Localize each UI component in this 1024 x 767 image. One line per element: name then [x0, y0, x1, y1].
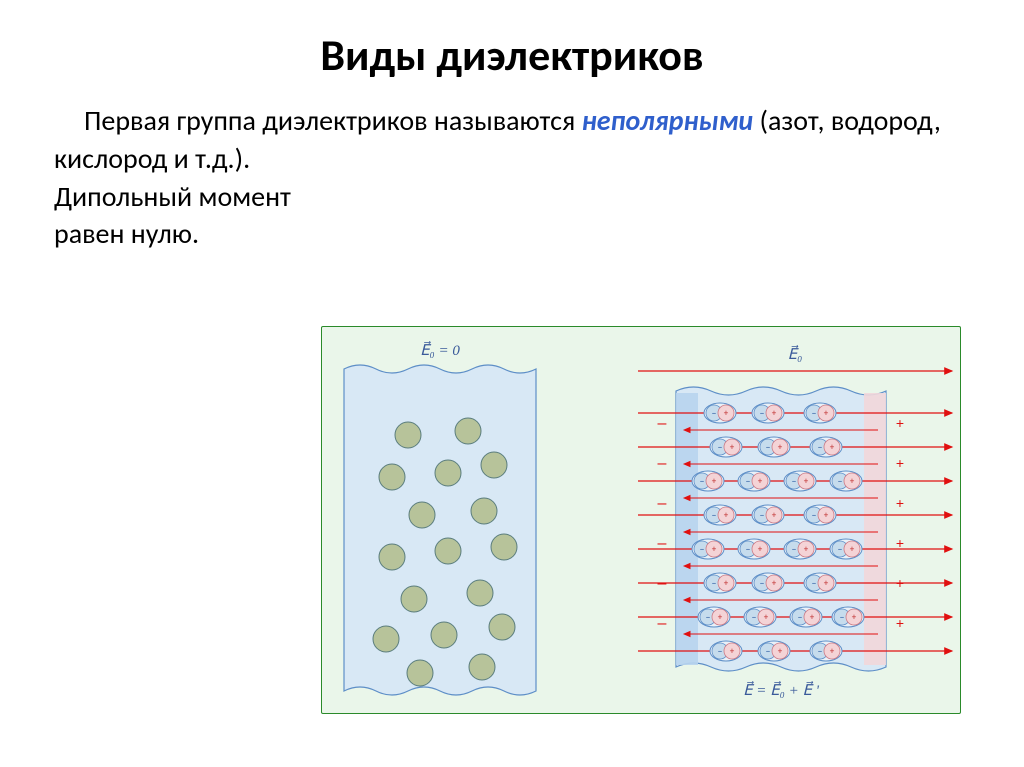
svg-text:–: –: [700, 542, 705, 555]
svg-text:–: –: [840, 610, 845, 623]
svg-text:–: –: [818, 644, 823, 657]
body-paragraph: Первая группа диэлектриков называются не…: [0, 102, 1024, 253]
svg-text:+: +: [850, 544, 855, 555]
svg-text:–: –: [718, 440, 723, 453]
svg-text:–: –: [658, 575, 667, 592]
svg-text:–: –: [766, 440, 771, 453]
svg-text:+: +: [804, 476, 809, 487]
svg-text:–: –: [818, 440, 823, 453]
svg-text:–: –: [838, 542, 843, 555]
svg-text:+: +: [772, 578, 777, 589]
svg-text:–: –: [792, 542, 797, 555]
svg-text:E⃗₀: E⃗₀: [788, 344, 803, 363]
svg-text:+: +: [896, 575, 904, 591]
svg-text:+: +: [896, 615, 904, 631]
svg-text:+: +: [724, 408, 729, 419]
svg-text:+: +: [896, 495, 904, 511]
svg-text:–: –: [746, 474, 751, 487]
svg-text:+: +: [778, 646, 783, 657]
svg-text:–: –: [658, 495, 667, 512]
svg-text:E⃗ = E⃗₀ + E⃗ ': E⃗ = E⃗₀ + E⃗ ': [743, 680, 820, 699]
svg-text:+: +: [758, 544, 763, 555]
svg-text:–: –: [792, 474, 797, 487]
svg-text:+: +: [896, 535, 904, 551]
svg-text:+: +: [730, 442, 735, 453]
svg-text:+: +: [824, 578, 829, 589]
svg-text:+: +: [896, 415, 904, 431]
svg-text:–: –: [712, 576, 717, 589]
svg-text:+: +: [730, 646, 735, 657]
svg-text:–: –: [752, 610, 757, 623]
svg-text:–: –: [712, 406, 717, 419]
svg-text:+: +: [772, 408, 777, 419]
svg-text:–: –: [658, 455, 667, 472]
svg-text:–: –: [746, 542, 751, 555]
svg-text:+: +: [712, 476, 717, 487]
svg-text:+: +: [824, 510, 829, 521]
svg-text:–: –: [658, 415, 667, 432]
svg-text:+: +: [830, 646, 835, 657]
svg-text:+: +: [778, 442, 783, 453]
svg-text:+: +: [724, 578, 729, 589]
svg-text:+: +: [804, 544, 809, 555]
svg-text:+: +: [724, 510, 729, 521]
svg-text:–: –: [812, 406, 817, 419]
svg-text:+: +: [712, 544, 717, 555]
svg-text:–: –: [760, 576, 765, 589]
svg-text:–: –: [760, 508, 765, 521]
svg-text:+: +: [850, 476, 855, 487]
diagram-svg: E⃗₀ = 0E⃗₀–+–+–+–+–+–+–+–+–+–+–+–+–+–+–+…: [322, 327, 962, 715]
paragraph-line-1: Первая группа диэлектриков называются не…: [54, 102, 984, 178]
svg-text:+: +: [810, 612, 815, 623]
paragraph-line-3: равен нулю.: [54, 215, 984, 253]
svg-text:+: +: [772, 510, 777, 521]
svg-text:+: +: [830, 442, 835, 453]
line1-prefix: Первая группа диэлектриков называются: [84, 103, 582, 138]
diagram-container: E⃗₀ = 0E⃗₀–+–+–+–+–+–+–+–+–+–+–+–+–+–+–+…: [321, 326, 961, 714]
svg-text:–: –: [812, 508, 817, 521]
svg-text:–: –: [658, 615, 667, 632]
paragraph-line-2: Дипольный момент: [54, 178, 984, 216]
svg-text:–: –: [760, 406, 765, 419]
svg-text:–: –: [658, 535, 667, 552]
emphasis-word: неполярными: [582, 103, 754, 138]
svg-text:+: +: [764, 612, 769, 623]
svg-text:+: +: [758, 476, 763, 487]
svg-text:–: –: [812, 576, 817, 589]
page-title: Виды диэлектриков: [0, 0, 1024, 102]
svg-text:+: +: [896, 455, 904, 471]
svg-text:+: +: [852, 612, 857, 623]
svg-text:–: –: [700, 474, 705, 487]
svg-text:–: –: [798, 610, 803, 623]
svg-text:–: –: [718, 644, 723, 657]
svg-text:–: –: [838, 474, 843, 487]
svg-text:E⃗₀ = 0: E⃗₀ = 0: [420, 340, 460, 359]
svg-text:+: +: [824, 408, 829, 419]
svg-text:+: +: [718, 612, 723, 623]
svg-text:–: –: [766, 644, 771, 657]
svg-text:–: –: [706, 610, 711, 623]
svg-text:–: –: [712, 508, 717, 521]
